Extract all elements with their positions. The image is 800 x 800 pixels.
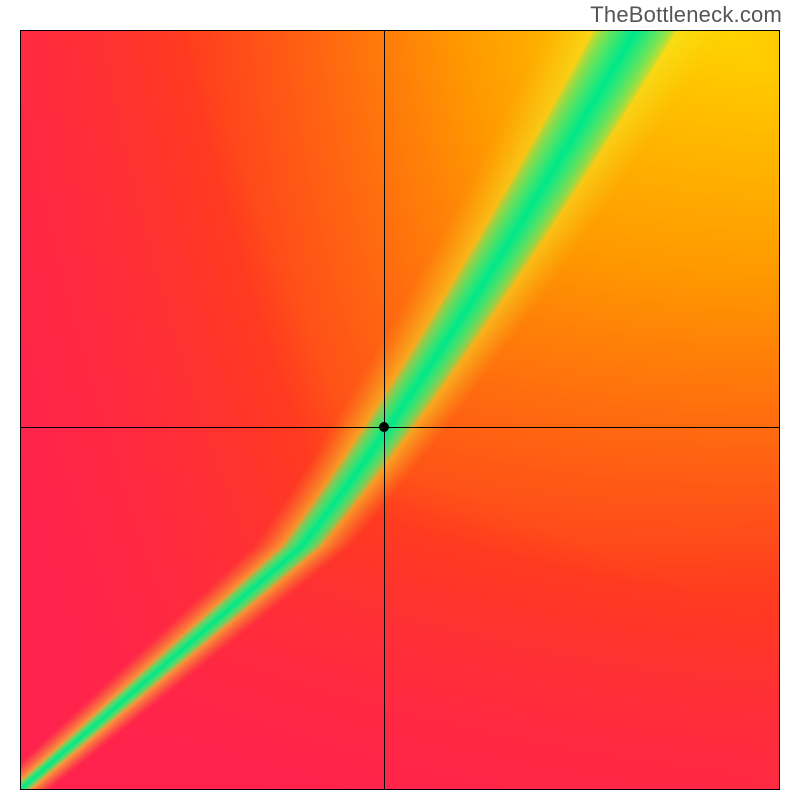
plot-area bbox=[20, 30, 780, 790]
crosshair-vertical bbox=[384, 31, 385, 789]
heatmap-canvas bbox=[21, 31, 779, 789]
marker-point bbox=[379, 422, 389, 432]
crosshair-horizontal bbox=[21, 427, 779, 428]
chart-container: TheBottleneck.com bbox=[0, 0, 800, 800]
watermark-text: TheBottleneck.com bbox=[590, 2, 782, 28]
